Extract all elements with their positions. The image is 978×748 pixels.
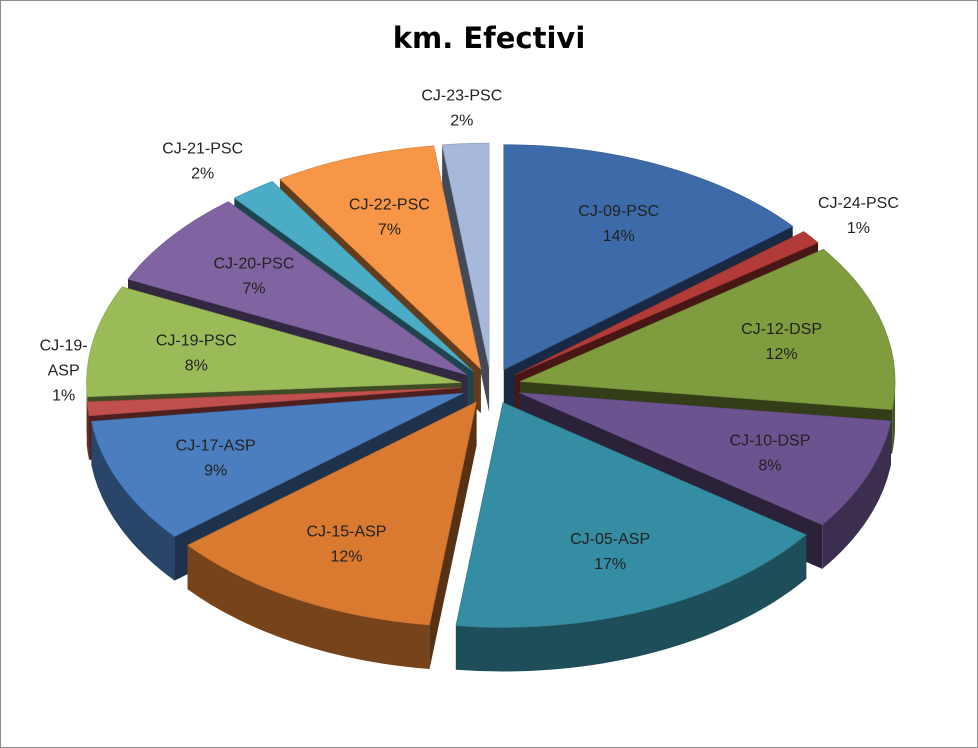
slice-percent-label: 7% xyxy=(242,281,265,298)
slice-name-label: CJ-10-DSP xyxy=(729,432,810,449)
pie-tops xyxy=(86,142,896,628)
slice-name-label: CJ-21-PSC xyxy=(162,140,243,157)
slice-name-label: ASP xyxy=(48,363,80,380)
slice-wall xyxy=(187,545,430,669)
slice-percent-label: 7% xyxy=(378,222,401,239)
slice-wall xyxy=(822,420,891,569)
pie-labels: CJ-09-PSC 14% CJ-24-PSC 1% CJ-12-DSP 12% CJ-10… xyxy=(40,88,899,574)
pie-slice-cj-09-psc xyxy=(503,144,794,371)
pie-slice-cj-24-psc xyxy=(514,231,819,376)
pie-slice-cj-22-psc xyxy=(279,145,482,370)
slice-percent-label: 12% xyxy=(330,549,362,566)
slice-cut-face xyxy=(442,144,490,413)
slice-percent-label: 17% xyxy=(594,556,626,573)
slice-percent-label: 2% xyxy=(191,165,214,182)
pie-slice-cj-15-asp xyxy=(187,401,477,626)
slice-cut-face xyxy=(429,401,477,669)
pie-slice-cj-10-dsp xyxy=(518,392,892,526)
pie-slice-cj-05-asp xyxy=(455,402,807,628)
slice-wall xyxy=(455,534,807,672)
pie-slice-cj-20-psc xyxy=(127,201,468,376)
slice-percent-label: 8% xyxy=(758,457,781,474)
slice-name-label: CJ-17-ASP xyxy=(176,437,256,454)
slice-percent-label: 1% xyxy=(52,388,75,405)
slice-name-label: CJ-09-PSC xyxy=(578,203,659,220)
slice-name-label: CJ-24-PSC xyxy=(818,195,899,212)
pie-slice-cj-23-psc xyxy=(441,142,490,369)
slice-percent-label: 12% xyxy=(766,346,798,363)
slice-name-label: CJ-05-ASP xyxy=(570,531,650,548)
slice-wall xyxy=(86,401,90,460)
slice-name-label: CJ-19- xyxy=(40,338,88,355)
slice-name-label: CJ-20-PSC xyxy=(214,256,295,273)
pie-slice-cj-12-dsp xyxy=(519,248,896,411)
pie-slice-cj-19-psc xyxy=(86,286,462,398)
slice-name-label: CJ-12-DSP xyxy=(741,321,822,338)
pie-slice-cj-21-psc xyxy=(233,181,474,372)
slice-name-label: CJ-15-ASP xyxy=(306,524,386,541)
chart-title: km. Efectivi xyxy=(392,21,586,55)
slice-wall xyxy=(91,421,175,581)
slice-percent-label: 14% xyxy=(603,228,635,245)
pie-slice-cj-17-asp xyxy=(91,392,464,537)
slice-name-label: CJ-23-PSC xyxy=(421,88,502,105)
slice-wall xyxy=(892,381,896,454)
slice-percent-label: 1% xyxy=(847,220,870,237)
pie-slice-cj-19-asp xyxy=(86,387,462,417)
slice-percent-label: 2% xyxy=(450,113,473,130)
slice-percent-label: 8% xyxy=(185,357,208,374)
slice-percent-label: 9% xyxy=(204,462,227,479)
slice-name-label: CJ-22-PSC xyxy=(349,197,430,214)
slice-name-label: CJ-19-PSC xyxy=(156,332,237,349)
